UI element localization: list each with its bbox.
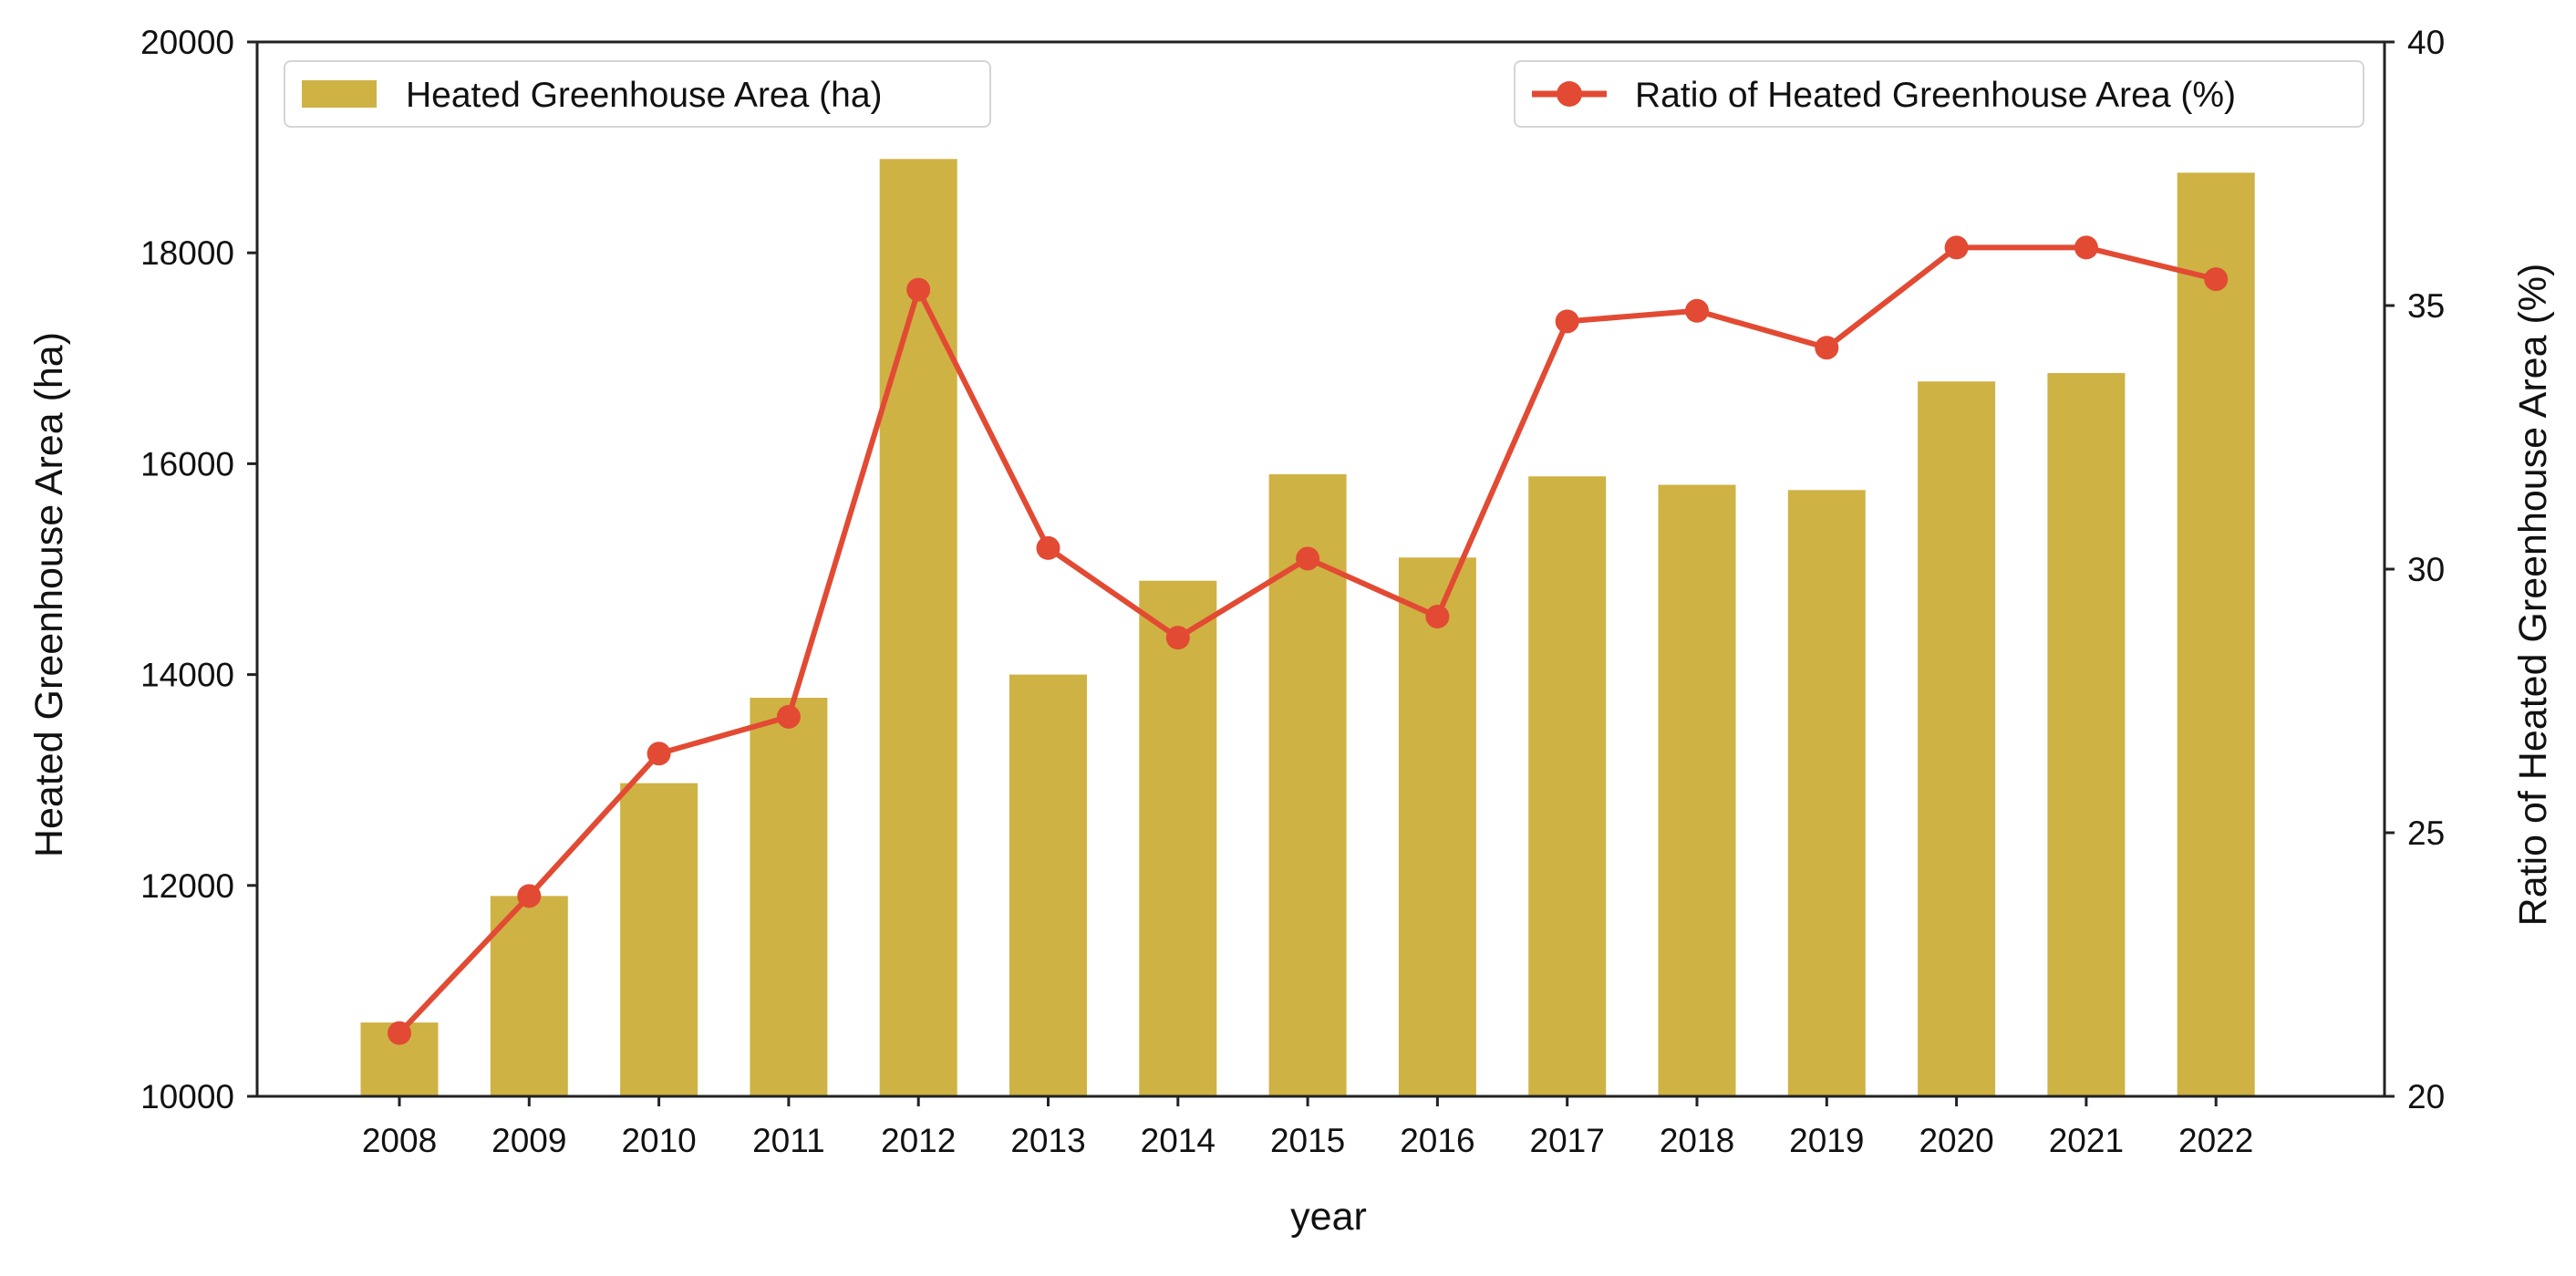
ratio-point-2022 — [2204, 267, 2229, 292]
bar-2019 — [1787, 490, 1866, 1096]
legend-frame — [1514, 60, 2364, 128]
bar-2012 — [879, 159, 957, 1096]
x-tick-label: 2008 — [362, 1122, 437, 1159]
x-tick-label: 2015 — [1270, 1122, 1345, 1159]
y2-tick-label: 25 — [2407, 814, 2445, 852]
y2-tick-label: 30 — [2407, 551, 2445, 588]
bar-2014 — [1139, 580, 1217, 1096]
ratio-point-2008 — [388, 1021, 411, 1045]
bar-2017 — [1528, 476, 1607, 1096]
y2-tick-label: 20 — [2407, 1078, 2445, 1115]
x-tick-label: 2011 — [752, 1122, 825, 1159]
ratio-point-2015 — [1296, 546, 1320, 571]
line-series — [388, 235, 2229, 1045]
legend-line-marker — [1557, 81, 1582, 107]
x-tick-label: 2018 — [1660, 1122, 1734, 1159]
x-axis-title: year — [1290, 1195, 1367, 1239]
x-tick-label: 2021 — [2049, 1122, 2124, 1159]
bar-2022 — [2177, 172, 2255, 1096]
y-tick-label: 12000 — [140, 867, 234, 905]
y2-tick-label: 35 — [2407, 287, 2445, 325]
bar-2015 — [1268, 473, 1347, 1096]
y2-axis-title: Ratio of Heated Greenhouse Area (%) — [2511, 264, 2555, 927]
bar-2016 — [1398, 557, 1476, 1096]
ratio-point-2016 — [1425, 605, 1450, 629]
legend-bar-swatch — [302, 80, 377, 108]
bar-2009 — [490, 896, 568, 1096]
ratio-point-2010 — [647, 742, 671, 766]
y2-tick-label: 40 — [2407, 24, 2445, 61]
ratio-point-2011 — [776, 704, 801, 729]
ratio-point-2021 — [2074, 235, 2098, 260]
y-tick-label: 10000 — [140, 1078, 234, 1115]
bar-2011 — [750, 698, 828, 1096]
legend-frame — [284, 60, 991, 128]
ratio-point-2020 — [1944, 235, 1969, 260]
bar-2018 — [1658, 484, 1736, 1096]
ratio-point-2019 — [1815, 336, 1839, 360]
x-tick-label: 2009 — [491, 1122, 566, 1159]
x-tick-label: 2017 — [1530, 1122, 1605, 1159]
x-tick-label: 2019 — [1789, 1122, 1864, 1159]
tick-labels: 2008 2009 2010 2011 2012 2013 2014 2015 2016 2017… — [140, 24, 2445, 1159]
legend-bar-label: Heated Greenhouse Area (ha) — [406, 76, 883, 115]
ratio-point-2017 — [1555, 309, 1579, 334]
ratio-point-2012 — [906, 277, 931, 302]
legend-line-label: Ratio of Heated Greenhouse Area (%) — [1635, 76, 2236, 115]
legend-bar: Heated Greenhouse Area (ha) — [284, 60, 991, 128]
x-tick-label: 2012 — [881, 1122, 956, 1159]
x-tick-label: 2014 — [1141, 1122, 1216, 1159]
y-axis-title: Heated Greenhouse Area (ha) — [27, 332, 71, 857]
ratio-point-2009 — [517, 884, 542, 908]
bar-2013 — [1009, 674, 1087, 1096]
x-tick-label: 2020 — [1919, 1122, 1993, 1159]
bar-2021 — [2047, 372, 2126, 1096]
x-tick-label: 2013 — [1010, 1122, 1085, 1159]
bar-2010 — [620, 783, 698, 1096]
y-tick-label: 18000 — [140, 234, 234, 272]
bar-2020 — [1918, 381, 1996, 1096]
ratio-point-2014 — [1165, 626, 1190, 650]
legend-line: Ratio of Heated Greenhouse Area (%) — [1514, 60, 2364, 128]
x-tick-label: 2016 — [1400, 1122, 1474, 1159]
y-tick-label: 20000 — [140, 24, 234, 61]
x-tick-label: 2022 — [2178, 1122, 2253, 1159]
x-tick-label: 2010 — [621, 1122, 696, 1159]
bar-series — [360, 159, 2255, 1096]
y-tick-label: 14000 — [140, 657, 234, 694]
y-tick-label: 16000 — [140, 445, 234, 482]
ratio-point-2018 — [1685, 298, 1709, 323]
ratio-point-2013 — [1036, 535, 1060, 560]
